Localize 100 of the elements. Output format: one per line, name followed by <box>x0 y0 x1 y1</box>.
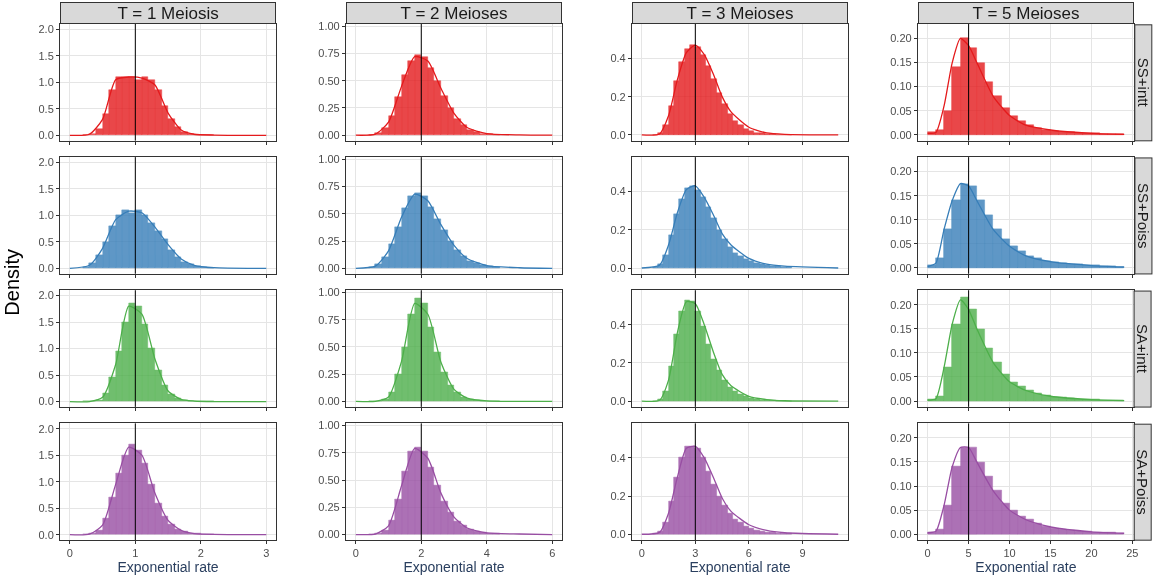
y-tick-label: 0.15 <box>890 322 912 335</box>
y-tick-label: 0.00 <box>318 528 340 541</box>
y-tick-label: 0.15 <box>890 56 912 69</box>
y-tick-label: 0.25 <box>318 368 340 381</box>
y-tick-label: 1.0 <box>38 475 54 488</box>
y-tick-label: 1.00 <box>318 419 340 432</box>
y-tick-label: 0.0 <box>610 394 626 407</box>
y-tick-label: 0.20 <box>890 298 912 311</box>
x-axis-title: Exponential rate <box>975 559 1077 576</box>
chart-title: T = 1 Meiosis <box>117 3 219 23</box>
y-tick-label: 0.75 <box>318 47 340 60</box>
x-tick-label: 9 <box>799 547 806 560</box>
y-tick-label: 1.0 <box>38 342 54 355</box>
y-tick-label: 0.00 <box>890 128 912 141</box>
y-tick-label: 0.50 <box>318 74 340 87</box>
y-tick-label: 1.5 <box>38 182 54 195</box>
x-tick-label: 6 <box>549 547 556 560</box>
y-tick-label: 0.2 <box>610 90 626 103</box>
y-tick-label: 0.4 <box>610 318 626 331</box>
y-tick-label: 0.4 <box>610 185 626 198</box>
y-tick-label: 2.0 <box>38 156 54 169</box>
y-tick-label: 0.2 <box>610 489 626 502</box>
y-tick-label: 1.00 <box>318 286 340 299</box>
y-tick-label: 0.00 <box>890 528 912 541</box>
text: SS+Poiss <box>1134 183 1152 249</box>
x-tick-label: 0 <box>66 547 73 560</box>
x-tick-label: 5 <box>965 547 972 560</box>
y-tick-label: 2.0 <box>38 289 54 302</box>
x-tick-label: 2 <box>418 547 425 560</box>
chart-title: T = 2 Meioses <box>400 3 508 23</box>
y-tick-label: 0.0 <box>610 261 626 274</box>
y-tick-label: 0.05 <box>890 237 912 250</box>
y-tick-label: 0.2 <box>610 356 626 369</box>
text: SA+intt <box>1134 324 1152 374</box>
y-tick-label: 0.10 <box>890 80 912 93</box>
y-tick-label: 0.4 <box>610 52 626 65</box>
y-tick-label: 0.5 <box>38 235 54 248</box>
y-tick-label: 0.20 <box>890 32 912 45</box>
y-tick-label: 0.0 <box>610 128 626 141</box>
y-axis-title: Density <box>0 248 23 316</box>
y-tick-label: 0.0 <box>38 528 54 541</box>
y-tick-label: 0.05 <box>890 104 912 117</box>
x-tick-label: 0 <box>924 547 931 560</box>
x-tick-label: 25 <box>1126 547 1139 560</box>
y-tick-label: 0.05 <box>890 503 912 516</box>
y-tick-label: 0.05 <box>890 370 912 383</box>
y-tick-label: 1.0 <box>38 76 54 89</box>
y-tick-label: 0.5 <box>38 368 54 381</box>
x-tick-label: 6 <box>745 547 752 560</box>
y-tick-label: 0.75 <box>318 446 340 459</box>
x-axis-title: Exponential rate <box>689 559 791 576</box>
y-tick-label: 0.0 <box>38 395 54 408</box>
x-tick-label: 3 <box>263 547 270 560</box>
x-tick-label: 0 <box>638 547 645 560</box>
y-tick-label: 0.15 <box>890 189 912 202</box>
y-tick-label: 0.4 <box>610 451 626 464</box>
y-tick-label: 2.0 <box>38 422 54 435</box>
y-tick-label: 0.10 <box>890 213 912 226</box>
y-tick-label: 0.15 <box>890 455 912 468</box>
y-tick-label: 0.00 <box>890 261 912 274</box>
y-tick-label: 0.00 <box>318 262 340 275</box>
x-tick-label: 10 <box>1003 547 1016 560</box>
y-tick-label: 0.25 <box>318 234 340 247</box>
x-tick-label: 3 <box>692 547 699 560</box>
y-tick-label: 0.00 <box>318 395 340 408</box>
x-tick-label: 0 <box>352 547 359 560</box>
y-tick-label: 0.0 <box>38 262 54 275</box>
y-tick-label: 0.2 <box>610 223 626 236</box>
y-tick-label: 1.5 <box>38 449 54 462</box>
y-tick-label: 0.0 <box>38 129 54 142</box>
y-tick-label: 0.50 <box>318 207 340 220</box>
y-tick-label: 0.75 <box>318 180 340 193</box>
y-tick-label: 0.25 <box>318 501 340 514</box>
x-tick-label: 1 <box>132 547 139 560</box>
chart-title: T = 3 Meioses <box>686 3 794 23</box>
x-tick-label: 15 <box>1044 547 1057 560</box>
x-tick-label: 20 <box>1085 547 1098 560</box>
x-axis-title: Exponential rate <box>403 559 505 576</box>
y-tick-label: 1.5 <box>38 315 54 328</box>
x-tick-label: 2 <box>197 547 204 560</box>
y-tick-label: 0.25 <box>318 101 340 114</box>
y-tick-label: 1.0 <box>38 209 54 222</box>
x-axis-title: Exponential rate <box>117 559 219 576</box>
y-tick-label: 0.50 <box>318 473 340 486</box>
y-tick-label: 0.5 <box>38 502 54 515</box>
y-tick-label: 1.00 <box>318 20 340 33</box>
y-tick-label: 0.0 <box>610 528 626 541</box>
y-tick-label: 0.10 <box>890 479 912 492</box>
y-tick-label: 0.00 <box>318 129 340 142</box>
x-tick-label: 4 <box>483 547 490 560</box>
y-tick-label: 2.0 <box>38 23 54 36</box>
y-tick-label: 0.10 <box>890 346 912 359</box>
chart-title: T = 5 Meioses <box>972 3 1080 23</box>
y-tick-label: 0.20 <box>890 431 912 444</box>
y-tick-label: 0.00 <box>890 394 912 407</box>
y-tick-label: 1.5 <box>38 49 54 62</box>
y-tick-label: 0.5 <box>38 102 54 115</box>
text: SA+Poiss <box>1134 449 1152 515</box>
y-tick-label: 0.75 <box>318 313 340 326</box>
y-tick-label: 0.50 <box>318 340 340 353</box>
